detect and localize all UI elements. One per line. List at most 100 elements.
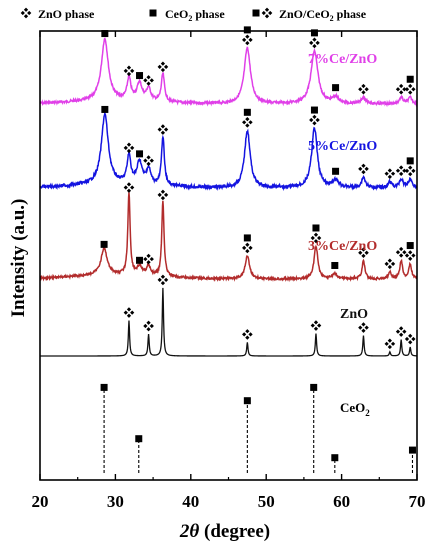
peak-marker-zno-5-ce-zno-4-petal-2 (160, 130, 166, 135)
series-label-7-ce-zno: 7%Ce/ZnO (308, 52, 377, 67)
ceo2-reference-label: CeO2 (340, 400, 370, 418)
peak-marker-zno-3-ce-zno-1-petal-1 (130, 185, 135, 190)
trace-zno (40, 287, 417, 357)
peak-marker-zno-zno-1-petal-1 (149, 323, 154, 329)
peak-marker-both-diamond-5-ce-zno-6-petal-0 (312, 114, 317, 119)
trace-5-ce-zno (40, 111, 417, 192)
peak-marker-zno-zno-4-petal-2 (313, 326, 319, 331)
peak-marker-zno-zno-7 (395, 326, 407, 337)
peak-marker-zno-5-ce-zno-8-petal-3 (358, 166, 363, 172)
peak-marker-zno-7-ce-zno-8-petal-3 (358, 87, 363, 92)
peak-marker-both-diamond-3-ce-zno-5-petal-2 (245, 249, 250, 254)
peak-marker-zno-zno-8-petal-1 (411, 336, 416, 342)
peak-marker-ceo2-3-ce-zno-2 (136, 256, 144, 264)
x-tick-label-50: 50 (258, 492, 275, 511)
peak-marker-both-square-3-ce-zno-5 (243, 234, 251, 242)
peak-marker-zno-zno-8 (404, 333, 416, 345)
peak-marker-zno-5-ce-zno-3-petal-0 (146, 155, 151, 160)
peak-marker-both-diamond-3-ce-zno-11-petal-3 (404, 253, 410, 258)
peak-marker-both-diamond-5-ce-zno-6-petal-2 (312, 121, 317, 126)
peak-marker-both-diamond-7-ce-zno-6-petal-3 (309, 40, 314, 45)
peak-marker-both-square-7-ce-zno-10 (406, 75, 414, 83)
peak-marker-both-diamond-7-ce-zno-5-petal-1 (248, 37, 253, 43)
peak-marker-both-diamond-7-ce-zno-10-petal-2 (408, 90, 413, 95)
peak-marker-both-diamond-3-ce-zno-6-petal-1 (317, 235, 322, 241)
peak-marker-zno-5-ce-zno-4 (157, 124, 169, 135)
peak-marker-both-diamond-5-ce-zno-5 (242, 116, 253, 128)
peak-marker-ceo2-7-ce-zno-7 (332, 84, 340, 92)
peak-marker-both-square-5-ce-zno-11 (406, 157, 414, 165)
peak-marker-both-square-7-ce-zno-6 (310, 29, 318, 37)
peak-marker-zno-zno-1-petal-0 (146, 320, 151, 325)
peak-marker-zno-5-ce-zno-9-petal-1 (390, 171, 396, 176)
peak-marker-zno-5-ce-zno-8-petal-1 (364, 166, 369, 172)
peak-marker-zno-zno-7-petal-3 (395, 329, 401, 334)
legend-zno-label: ZnO phase (38, 7, 95, 21)
peak-marker-zno-5-ce-zno-3-petal-2 (146, 161, 151, 166)
peak-marker-zno-zno-7-petal-1 (402, 329, 407, 334)
peak-marker-both-diamond-5-ce-zno-6-petal-1 (315, 117, 320, 123)
ceo2-reference-marker-5 (408, 446, 416, 454)
peak-marker-zno-zno-8-petal-2 (408, 340, 413, 345)
peak-marker-zno-zno-3 (242, 329, 253, 340)
ceo2-reference-marker-4 (331, 454, 339, 462)
peak-marker-zno-7-ce-zno-9-petal-0 (399, 83, 404, 89)
peak-marker-both-diamond-5-ce-zno-5-petal-0 (245, 116, 250, 122)
peak-marker-both-diamond-7-ce-zno-10-petal-0 (408, 83, 413, 89)
peak-marker-both-diamond-3-ce-zno-6-petal-0 (313, 232, 319, 237)
peak-marker-zno-zno-2-petal-0 (160, 274, 166, 279)
peak-marker-both-diamond-7-ce-zno-10-petal-3 (404, 87, 410, 92)
peak-marker-zno-zno-7-petal-0 (399, 326, 404, 331)
peak-marker-both-diamond-5-ce-zno-11-petal-1 (411, 168, 416, 173)
legend-ceo2-label: CeO2 phase (165, 7, 225, 23)
peak-marker-both-diamond-3-ce-zno-5-petal-3 (242, 245, 247, 251)
peak-marker-zno-zno-0-petal-3 (123, 310, 128, 315)
peak-marker-zno-zno-2-petal-3 (157, 277, 162, 283)
peak-marker-zno-5-ce-zno-8-petal-0 (361, 163, 366, 168)
peak-marker-zno-7-ce-zno-9-petal-2 (399, 90, 404, 95)
peak-marker-zno-5-ce-zno-8 (358, 163, 369, 175)
peak-marker-zno-3-ce-zno-10-petal-3 (395, 250, 401, 255)
peak-marker-both-diamond-5-ce-zno-6 (309, 114, 320, 126)
peak-marker-zno-7-ce-zno-4 (157, 61, 169, 73)
peak-marker-zno-zno-5-petal-1 (364, 325, 369, 330)
peak-marker-both-diamond-5-ce-zno-11-petal-3 (404, 168, 410, 173)
peak-marker-both-diamond-5-ce-zno-11-petal-0 (408, 165, 413, 170)
legend-both-marker-diamond (261, 7, 273, 19)
peak-marker-ceo2-3-ce-zno-0 (100, 240, 108, 248)
peak-marker-both-diamond-7-ce-zno-5-petal-3 (242, 37, 247, 43)
peak-marker-zno-5-ce-zno-1-petal-2 (126, 148, 132, 154)
peak-marker-zno-zno-3-petal-3 (242, 332, 247, 337)
peak-marker-zno-zno-6-petal-2 (387, 344, 392, 350)
peak-marker-both-diamond-5-ce-zno-5-petal-2 (245, 123, 250, 128)
peak-marker-ceo2-5-ce-zno-2 (136, 150, 144, 158)
peak-marker-zno-5-ce-zno-9 (384, 168, 396, 180)
legend-both-marker-diamond-petal-3 (261, 10, 266, 16)
peak-marker-zno-5-ce-zno-1-petal-0 (126, 142, 132, 147)
peak-marker-ceo2-5-ce-zno-0 (101, 105, 109, 113)
peak-marker-zno-zno-5-petal-3 (358, 325, 363, 330)
peak-marker-zno-3-ce-zno-9-petal-2 (387, 264, 392, 270)
peak-marker-zno-5-ce-zno-10 (395, 165, 407, 177)
peak-marker-zno-3-ce-zno-3-petal-2 (146, 260, 151, 265)
peak-marker-zno-5-ce-zno-3 (143, 155, 154, 166)
peak-marker-zno-3-ce-zno-1-petal-3 (123, 185, 128, 190)
peak-marker-zno-zno-1-petal-3 (143, 323, 148, 329)
peak-marker-zno-5-ce-zno-9-petal-0 (387, 168, 392, 173)
peak-marker-zno-7-ce-zno-3-petal-1 (149, 78, 154, 83)
peak-marker-both-diamond-3-ce-zno-11 (404, 250, 416, 261)
peak-marker-both-diamond-7-ce-zno-10-petal-1 (411, 87, 416, 92)
peak-marker-zno-zno-1 (143, 320, 154, 332)
legend-ceo2-marker (149, 9, 157, 17)
peak-marker-zno-3-ce-zno-4 (157, 189, 169, 201)
peak-marker-both-diamond-7-ce-zno-6-petal-0 (312, 37, 317, 42)
peak-marker-both-square-5-ce-zno-5 (243, 108, 251, 116)
peak-marker-both-diamond-5-ce-zno-11 (404, 165, 416, 177)
peak-marker-zno-7-ce-zno-1-petal-0 (126, 65, 132, 70)
peak-marker-zno-3-ce-zno-8-petal-1 (364, 250, 369, 255)
y-axis-label: Intensity (a.u.) (8, 199, 29, 318)
peak-marker-zno-7-ce-zno-8-petal-2 (361, 90, 366, 95)
peak-marker-zno-7-ce-zno-9 (395, 83, 407, 95)
peak-marker-zno-7-ce-zno-4-petal-2 (160, 67, 166, 73)
